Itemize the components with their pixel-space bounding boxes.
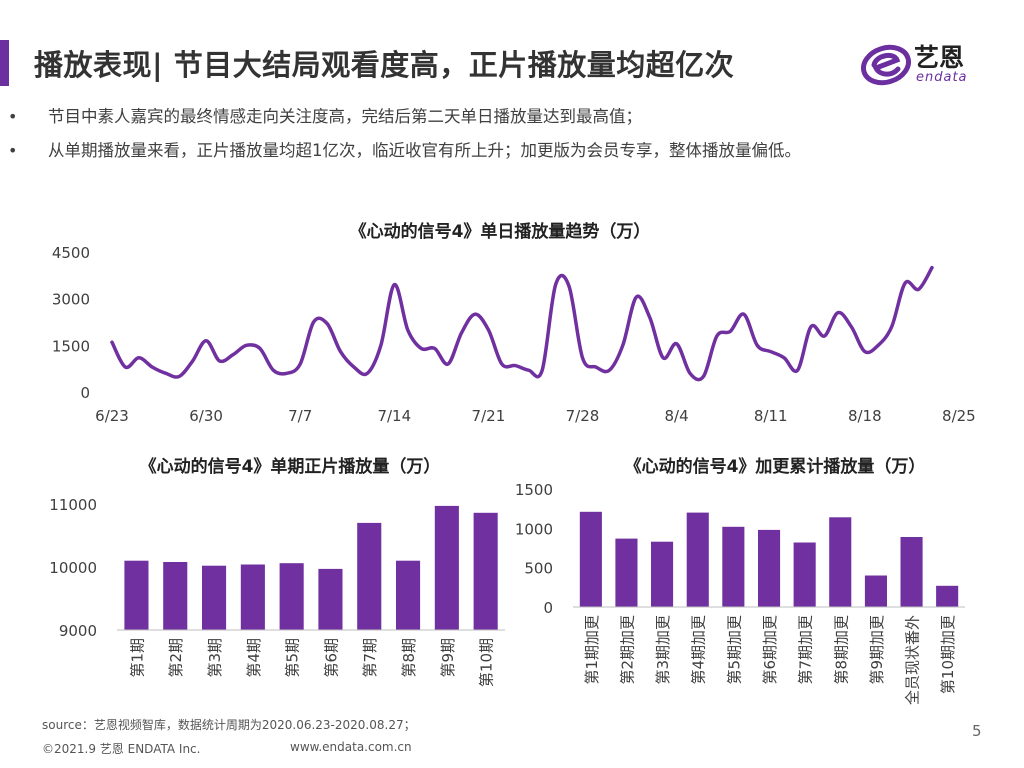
x-tick-label: 7/21: [472, 407, 506, 425]
bar: [163, 562, 188, 630]
daily-views-series-line: [110, 265, 934, 382]
x-tick-label: 第7期: [361, 638, 379, 678]
endata-logo: 艺恩 endata: [860, 34, 1000, 94]
source-note: source：艺恩视频智库，数据统计周期为2020.06.23-2020.08.…: [42, 718, 416, 732]
x-tick-label: 第3期: [206, 638, 224, 678]
bonus-views-bar-chart: 0 500 1000 1500 第1期加更 第2期加更 第3期加更 第4期加更 第5期加更 第6期…: [515, 481, 965, 705]
y-tick-label: 11000: [49, 496, 97, 514]
logo-text-cn: 艺恩: [914, 43, 965, 72]
x-tick-label: 第10期加更: [939, 615, 957, 694]
bar: [936, 585, 959, 607]
y-tick-label: 3000: [52, 291, 90, 309]
bar: [318, 568, 343, 630]
x-tick-label: 8/4: [665, 407, 689, 425]
y-tick-label: 1500: [515, 481, 553, 499]
title-accent-bar: [0, 40, 9, 86]
bar: [434, 505, 459, 630]
x-tick-label: 第2期加更: [618, 615, 636, 685]
bullet-text: 节目中素人嘉宾的最终情感走向关注度高，完结后第二天单日播放量达到最高值；: [48, 107, 642, 126]
x-tick-label: 第1期加更: [583, 615, 601, 685]
y-tick-label: 0: [80, 384, 90, 402]
bonus-bar-chart-title: 《心动的信号4》加更累计播放量（万）: [624, 457, 926, 477]
x-tick-label: 7/7: [288, 407, 312, 425]
bar: [202, 565, 227, 630]
x-tick-label: 第6期加更: [761, 615, 779, 685]
page-number: 5: [972, 722, 982, 740]
bullet-list: • 节目中素人嘉宾的最终情感走向关注度高，完结后第二天单日播放量达到最高值； •…: [8, 100, 801, 168]
x-tick-label: 6/30: [189, 407, 223, 425]
x-tick-label: 第2期: [167, 638, 185, 678]
bar: [124, 560, 149, 630]
bar: [686, 512, 709, 607]
copyright: ©2021.9 艺恩 ENDATA Inc.: [42, 742, 201, 756]
logo-text-en: endata: [916, 70, 968, 85]
bar: [396, 560, 421, 630]
x-tick-label: 7/28: [566, 407, 600, 425]
y-tick-label: 1000: [515, 520, 553, 538]
line-chart-title: 《心动的信号4》单日播放量趋势（万）: [349, 222, 651, 242]
bar: [473, 512, 498, 630]
episode-views-bar-chart: 9000 10000 11000 第1期 第2期 第3期 第4期 第5期 第6期 第7期 第8期 第9…: [49, 496, 505, 687]
endata-logo-icon: [861, 44, 911, 86]
y-tick-label: 1500: [52, 337, 90, 355]
x-tick-label: 第4期加更: [690, 615, 708, 685]
x-tick-label: 第4期: [245, 638, 263, 678]
website-link[interactable]: www.endata.com.cn: [290, 740, 412, 754]
x-tick-label: 第5期: [284, 638, 302, 678]
bar: [829, 517, 852, 607]
x-tick-label: 6/23: [95, 407, 129, 425]
bar: [579, 511, 602, 607]
bar: [722, 526, 745, 607]
y-tick-label: 4500: [52, 244, 90, 262]
x-tick-label: 第9期: [439, 638, 457, 678]
bar: [615, 538, 638, 607]
bullet-item: • 节目中素人嘉宾的最终情感走向关注度高，完结后第二天单日播放量达到最高值；: [8, 100, 801, 134]
bullet-text: 从单期播放量来看，正片播放量均超1亿次，临近收官有所上升；加更版为会员专享，整体…: [48, 141, 801, 160]
x-tick-label: 7/14: [377, 407, 411, 425]
y-tick-label: 9000: [59, 622, 97, 640]
page-title: 播放表现| 节目大结局观看度高，正片播放量均超亿次: [34, 48, 735, 82]
episode-bar-chart-title: 《心动的信号4》单期正片播放量（万）: [139, 457, 441, 477]
daily-views-line-chart: 0 1500 3000 4500 6/23 6/30 7/7 7/14 7/21 7/28 8/4 8…: [52, 244, 976, 425]
x-tick-label: 8/11: [754, 407, 788, 425]
x-tick-label: 第8期加更: [832, 615, 850, 685]
x-tick-label: 第3期加更: [654, 615, 672, 685]
bar: [279, 563, 304, 630]
bar: [651, 541, 674, 607]
bar: [864, 575, 887, 607]
bullet-item: • 从单期播放量来看，正片播放量均超1亿次，临近收官有所上升；加更版为会员专享，…: [8, 134, 801, 168]
bar: [357, 522, 382, 630]
x-tick-label: 8/18: [848, 407, 882, 425]
x-tick-label: 第7期加更: [797, 615, 815, 685]
x-tick-label: 第6期: [322, 638, 340, 678]
bullet-marker: •: [8, 141, 18, 160]
y-tick-label: 0: [543, 599, 553, 617]
y-tick-label: 500: [524, 560, 553, 578]
bar: [758, 529, 781, 607]
x-tick-label: 第10期: [478, 638, 496, 687]
bar: [240, 564, 265, 630]
x-tick-label: 8/25: [942, 407, 976, 425]
bar: [793, 542, 816, 607]
bullet-marker: •: [8, 107, 18, 126]
x-tick-label: 第8期: [400, 638, 418, 678]
bar: [900, 537, 923, 607]
x-tick-label: 第5期加更: [725, 615, 743, 685]
x-tick-label: 全员现状番外: [904, 615, 922, 705]
x-tick-label: 第1期: [128, 638, 146, 678]
y-tick-label: 10000: [49, 559, 97, 577]
x-tick-label: 第9期加更: [868, 615, 886, 685]
